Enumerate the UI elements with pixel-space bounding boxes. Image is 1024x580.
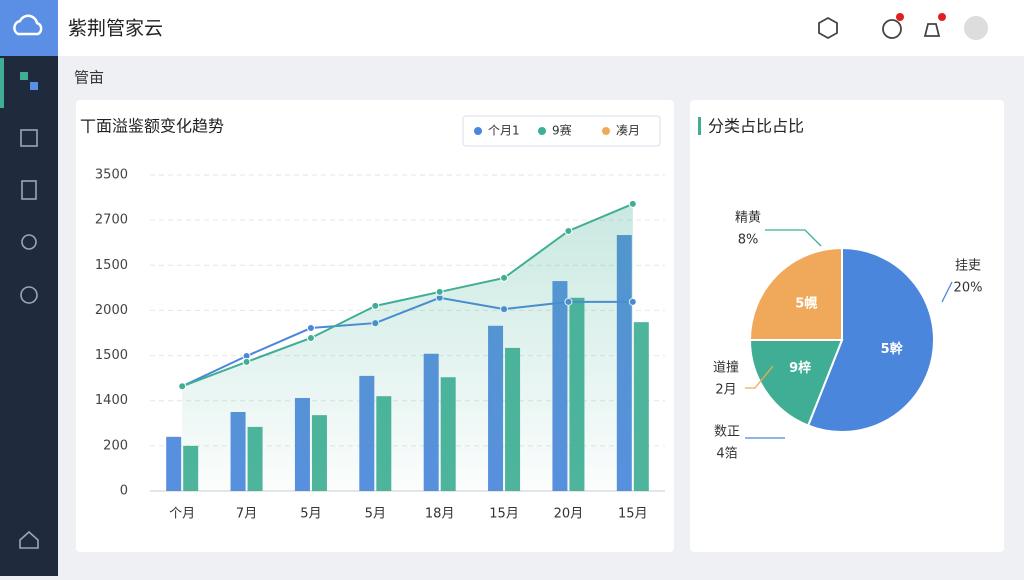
slice-label: 9梓 — [789, 360, 811, 376]
legend-label: 个月1 — [488, 124, 520, 138]
area — [182, 203, 633, 492]
line-point — [242, 357, 251, 366]
title-bar — [698, 117, 701, 135]
y-tick-label: 0 — [120, 484, 128, 499]
y-tick-label: 1500 — [95, 258, 128, 273]
nav-icon[interactable] — [20, 129, 38, 147]
nav-icon[interactable] — [21, 234, 37, 250]
bar — [633, 322, 649, 491]
y-tick-label: 3500 — [95, 168, 128, 183]
x-tick-label: 15月 — [618, 507, 648, 522]
x-tick-label: 5月 — [300, 507, 321, 522]
nav-icon[interactable] — [30, 82, 38, 90]
nav-icon[interactable] — [20, 286, 38, 304]
line-point — [500, 273, 509, 282]
logo-icon — [13, 14, 43, 36]
chart-title: 分类占比占比 — [708, 117, 804, 136]
nav-icon[interactable] — [19, 530, 39, 549]
x-tick-label: 20月 — [554, 507, 584, 522]
logo[interactable] — [0, 0, 58, 56]
y-tick-label: 2700 — [95, 213, 128, 228]
legend-marker — [538, 127, 546, 135]
annotation-name: 挂吏 — [955, 258, 981, 274]
legend — [462, 115, 661, 147]
y-tick-label: 200 — [103, 438, 128, 453]
y-tick-label: 1500 — [95, 348, 128, 363]
nav-icon[interactable] — [21, 180, 37, 200]
top-bar — [0, 0, 1024, 56]
badge — [896, 13, 904, 21]
leader-line — [941, 281, 953, 303]
legend-marker — [602, 127, 610, 135]
annotation-text: 8% — [738, 233, 759, 248]
annotation-text: 20% — [954, 281, 983, 296]
y-tick-label: 2000 — [95, 303, 128, 318]
nav-active — [0, 58, 4, 108]
bar — [166, 436, 182, 491]
x-tick-label: 个月 — [169, 507, 195, 522]
sidebar — [0, 0, 58, 576]
legend-marker — [474, 127, 482, 135]
line-point — [564, 226, 573, 235]
x-tick-label: 18月 — [425, 507, 455, 522]
line-point — [178, 382, 187, 391]
pie-slice — [748, 339, 844, 427]
slice-label: 5幹 — [881, 341, 904, 357]
clock-icon[interactable] — [882, 19, 902, 39]
cart-icon[interactable] — [923, 23, 941, 37]
nav-icon[interactable] — [20, 72, 28, 80]
line-point — [628, 199, 637, 208]
y-tick-label: 1400 — [95, 393, 128, 408]
pie-slice — [806, 246, 935, 433]
line — [181, 202, 634, 388]
x-tick-label: 7月 — [236, 507, 257, 522]
avatar[interactable] — [964, 16, 988, 40]
chart-title: 丅面溢鉴额变化趋势 — [80, 117, 224, 136]
line-point — [435, 287, 444, 296]
legend-label: 9赛 — [552, 123, 572, 138]
pie-slice — [748, 246, 843, 341]
annotation-name: 道撞 — [713, 361, 739, 376]
slice-label: 5幌 — [795, 296, 817, 312]
line-point — [306, 324, 315, 333]
annotation-text: 4箔 — [716, 446, 737, 462]
settings-icon[interactable] — [818, 16, 838, 40]
breadcrumb: 管亩 — [74, 69, 104, 87]
badge — [938, 13, 946, 21]
leader-line — [765, 229, 822, 247]
app-title: 紫荆管家云 — [68, 18, 163, 40]
line-point — [371, 301, 380, 310]
leader-line — [745, 365, 774, 389]
line-point — [306, 333, 315, 342]
x-tick-label: 5月 — [365, 507, 386, 522]
annotation-name: 精黄 — [735, 211, 761, 226]
legend-label: 凑月 — [616, 124, 640, 138]
annotation-name: 数正 — [714, 425, 740, 440]
annotation-text: 2月 — [715, 383, 736, 398]
x-tick-label: 15月 — [489, 507, 519, 522]
